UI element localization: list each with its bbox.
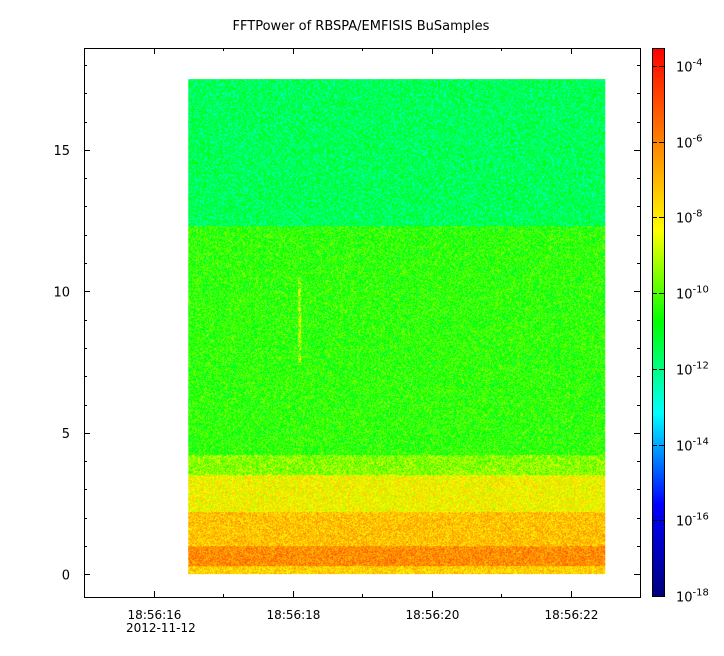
y-tick-label: 0 (62, 568, 70, 583)
colorbar-frame (652, 48, 665, 597)
x-tick-label: 18:56:22 (545, 608, 599, 622)
colorbar-tick-label: 10-12 (676, 361, 709, 379)
colorbar-gradient (652, 48, 664, 596)
colorbar-tick-label: 10-8 (676, 209, 703, 227)
colorbar-tick-label: 10-6 (676, 134, 703, 152)
x-axis-date-label: 2012-11-12 (126, 621, 196, 635)
colorbar-ticks: 10-18 10-16 10-14 10-12 10-10 10-8 10-6 10-4 (652, 58, 709, 606)
plot-area (84, 48, 641, 598)
colorbar-tick-label: 10-14 (676, 437, 709, 455)
x-tick-label: 18:56:20 (406, 608, 460, 622)
chart-title: FFTPower of RBSPA/EMFISIS BuSamples (233, 19, 490, 34)
y-tick-label: 5 (62, 427, 70, 442)
y-tick-label: 15 (53, 144, 70, 159)
spectrogram-image (188, 79, 606, 575)
colorbar-tick-label: 10-10 (676, 285, 709, 303)
x-axis: 18:56:16 18:56:18 18:56:20 18:56:22 (128, 48, 641, 622)
x-tick-label: 18:56:16 (128, 608, 182, 622)
y-axis: 0 5 10 15 (53, 65, 640, 583)
colorbar-tick-label: 10-18 (676, 588, 709, 606)
y-tick-label: 10 (53, 285, 70, 300)
colorbar-tick-label: 10-16 (676, 512, 709, 530)
colorbar: 10-18 10-16 10-14 10-12 10-10 10-8 10-6 10-4 (652, 48, 709, 606)
x-tick-label: 18:56:18 (267, 608, 321, 622)
colorbar-tick-label: 10-4 (676, 58, 703, 76)
